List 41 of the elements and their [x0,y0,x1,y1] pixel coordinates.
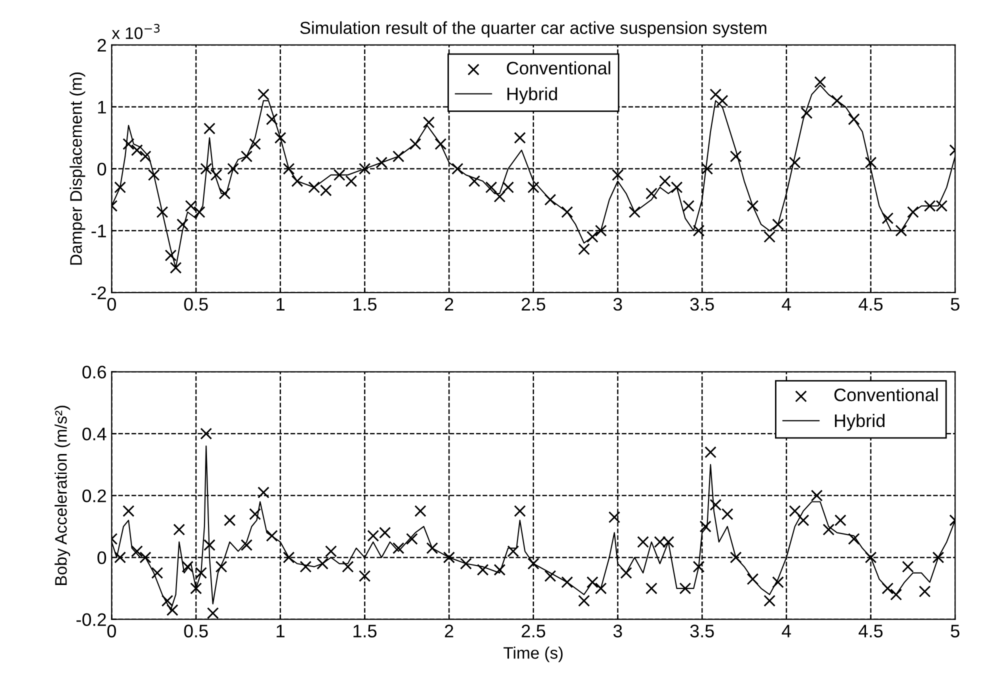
x-tick-label: 4.5 [858,624,883,638]
y-tick-label: 0.6 [82,366,106,378]
y-axis-title: Boby Acceleration (m/s²) [54,406,70,585]
y-tick-label: -2 [92,286,106,300]
x-tick-label: 2 [444,298,454,310]
x-tick-label: 0 [107,624,116,638]
y-tick-label: 0.4 [82,428,106,440]
x-tick-label: 1.5 [354,298,376,311]
x-tick-label: 4.5 [858,298,883,311]
y-tick-label: 1 [98,100,106,114]
x-tick-label: 5 [950,298,960,311]
legend-label: Hybrid [507,87,557,104]
legend-label: Conventional [506,61,610,74]
x-axis-title: Time (s) [504,646,563,662]
y-tick-label: 0 [97,551,106,564]
text: x 10$^{−3}$ [112,24,160,40]
legend-label: Hybrid [834,414,884,431]
x-tick-label: 1 [276,624,284,638]
x-tick-label: 3 [613,298,622,311]
x-tick-label: 0.5 [184,298,208,311]
x-tick-label: 3.5 [690,298,714,311]
x-tick-label: 4 [782,624,791,638]
x-tick-label: 3 [613,624,622,638]
y-tick-label: 2 [98,38,106,52]
x-tick-label: 2.5 [522,298,546,311]
y-tick-label: 0 [97,162,106,176]
y-tick-label: 0.2 [82,489,106,502]
x-tick-label: 0.5 [184,624,208,638]
x-tick-label: 5 [950,624,960,638]
y-tick-label: -0.2 [76,613,106,626]
y-tick-label: -1 [92,224,106,238]
legend-label: Conventional [834,388,938,402]
x-tick-label: 2.5 [522,624,546,638]
x-tick-label: 1.5 [354,624,376,638]
chart-title: Simulation result of the quarter car active suspension system [300,21,766,38]
x-tick-label: 3.5 [690,624,714,638]
y-axis-title: Damper Displacement (m) [70,72,86,265]
x-tick-label: 4 [782,298,791,310]
x-tick-label: 2 [444,624,454,638]
x-tick-label: 1 [276,298,284,310]
x-tick-label: 0 [107,298,116,311]
